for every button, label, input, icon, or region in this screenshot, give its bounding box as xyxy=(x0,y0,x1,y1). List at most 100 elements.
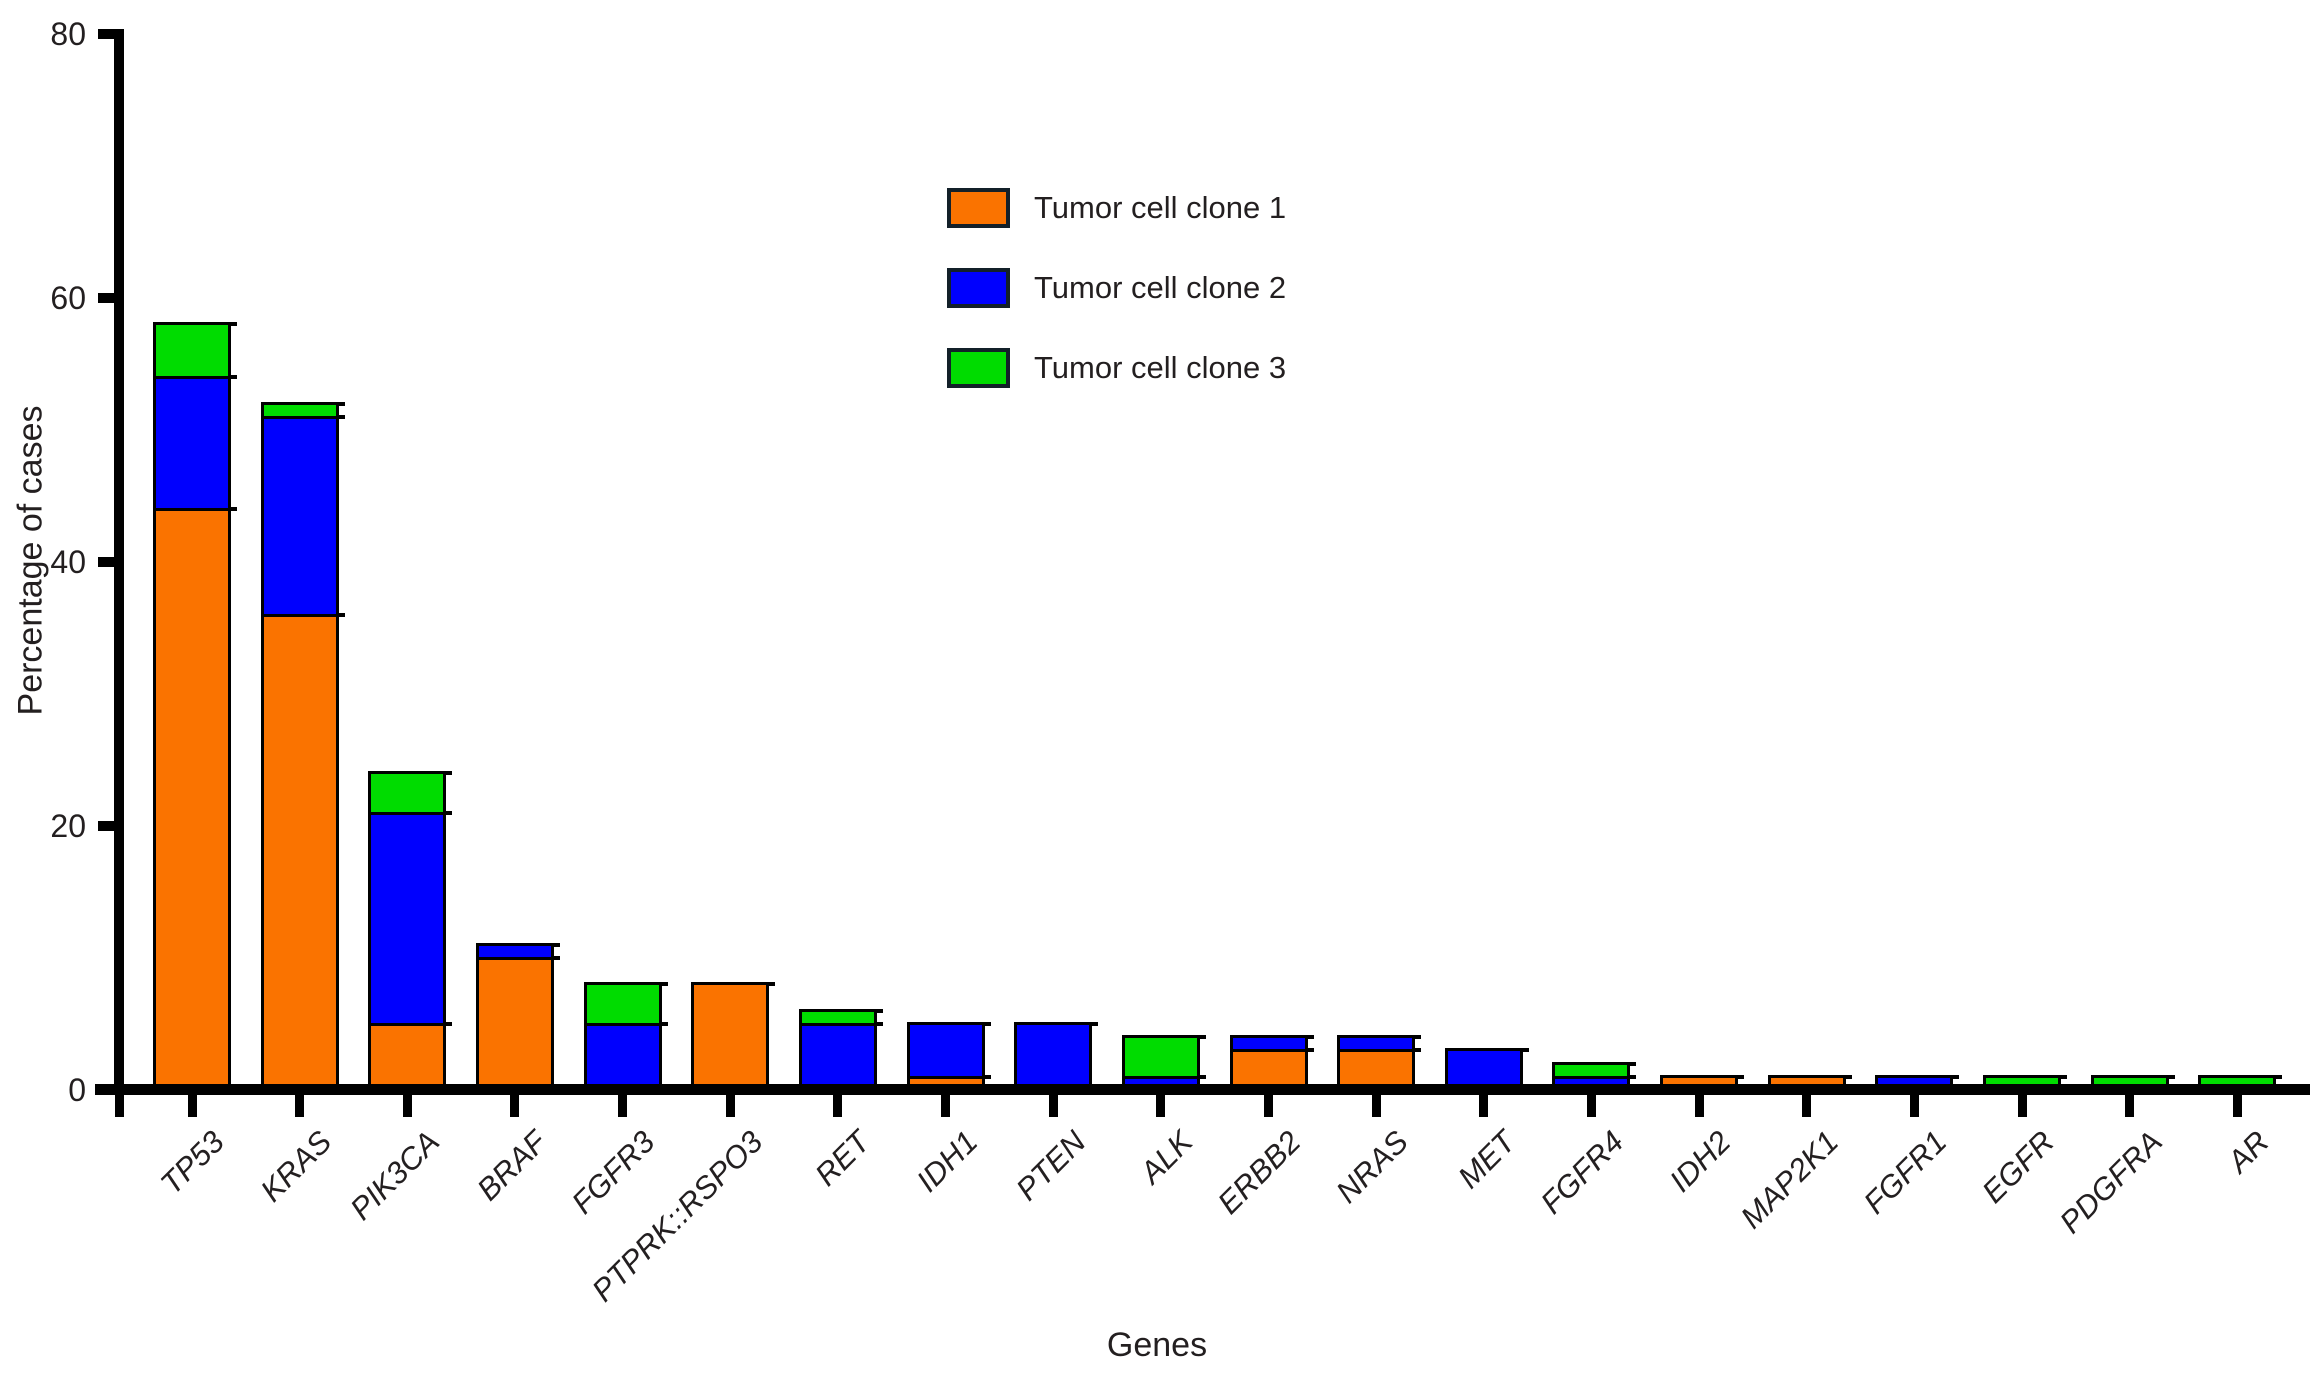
segment-stroke-notch xyxy=(228,375,237,380)
x-tick-mark xyxy=(1694,1093,1704,1117)
x-tick-mark xyxy=(1479,1093,1489,1117)
segment-stroke-notch xyxy=(1842,1074,1852,1079)
gene-label-MET: MET xyxy=(1451,1124,1523,1196)
y-axis-title: Percentage of cases xyxy=(11,405,50,715)
gene-label-FGFR4: FGFR4 xyxy=(1533,1124,1631,1221)
gene-label-PDGFRA: PDGFRA xyxy=(2052,1124,2169,1241)
y-axis-title-box: Percentage of cases xyxy=(0,30,62,1090)
legend-label-clone1: Tumor cell clone 1 xyxy=(1034,190,1287,225)
legend-label-clone2: Tumor cell clone 2 xyxy=(1034,270,1287,305)
gene-label-EGFR: EGFR xyxy=(1975,1124,2061,1210)
x-tick-mark xyxy=(402,1093,412,1117)
y-tick-mark xyxy=(98,1085,124,1095)
segment-stroke-notch xyxy=(2058,1074,2068,1079)
bar-segment-FGFR3-clone3 xyxy=(583,982,662,1026)
x-tick-mark xyxy=(1586,1093,1596,1117)
gene-label-MAP2K1: MAP2K1 xyxy=(1734,1124,1846,1236)
segment-stroke-notch xyxy=(1627,1074,1637,1079)
bar-segment-NRAS-clone2 xyxy=(1337,1035,1416,1053)
bar-segment-FGFR4-clone3 xyxy=(1552,1061,1631,1079)
segment-stroke-notch xyxy=(335,414,345,419)
segment-stroke-notch xyxy=(1304,1035,1314,1040)
segment-stroke-notch xyxy=(1304,1048,1314,1053)
gene-label-PIK3CA: PIK3CA xyxy=(343,1124,447,1227)
y-tick-mark xyxy=(98,29,124,39)
segment-stroke-notch xyxy=(1196,1035,1206,1040)
segment-stroke-notch xyxy=(550,956,560,960)
x-tick-mark xyxy=(1156,1093,1166,1117)
segment-stroke-notch xyxy=(443,1022,453,1026)
x-axis-title: Genes xyxy=(1106,1326,1208,1364)
bar-segment-TP53-clone1 xyxy=(153,507,231,1092)
bar-segment-KRAS-clone1 xyxy=(260,612,339,1092)
segment-stroke-notch xyxy=(1412,1035,1422,1040)
segment-stroke-notch xyxy=(228,322,237,327)
x-axis-line xyxy=(95,1084,2310,1095)
gene-label-PTEN: PTEN xyxy=(1008,1124,1092,1208)
bar-segment-BRAF-clone2 xyxy=(475,942,554,960)
segment-stroke-notch xyxy=(443,810,453,815)
x-tick-mark xyxy=(1264,1093,1273,1117)
gene-label-TP53: TP53 xyxy=(153,1124,231,1202)
y-tick-mark xyxy=(98,821,124,831)
gene-label-ERBB2: ERBB2 xyxy=(1210,1124,1308,1221)
bar-segment-BRAF-clone1 xyxy=(475,956,554,1092)
bar-segment-FGFR3-clone2 xyxy=(583,1022,662,1092)
bar-segment-ERBB2-clone2 xyxy=(1229,1035,1308,1053)
bar-segment-KRAS-clone2 xyxy=(260,414,339,617)
segment-stroke-notch xyxy=(228,507,237,512)
y-tick-label: 80 xyxy=(50,16,86,52)
segment-stroke-notch xyxy=(1735,1074,1745,1079)
y-tick-mark xyxy=(98,557,124,567)
x-tick-mark xyxy=(833,1093,843,1117)
bar-segment-RET-clone3 xyxy=(798,1008,877,1026)
y-tick-label: 40 xyxy=(50,544,86,580)
legend-label-clone3: Tumor cell clone 3 xyxy=(1034,350,1287,385)
segment-stroke-notch xyxy=(335,401,345,406)
bar-segment-IDH1-clone2 xyxy=(906,1022,985,1079)
segment-stroke-notch xyxy=(1196,1074,1206,1079)
segment-stroke-notch xyxy=(873,1008,883,1013)
segment-stroke-notch xyxy=(1089,1022,1099,1026)
segment-stroke-notch xyxy=(766,982,776,987)
segment-stroke-notch xyxy=(335,612,345,617)
bar-segment-TP53-clone2 xyxy=(153,375,231,512)
gene-label-NRAS: NRAS xyxy=(1329,1124,1415,1210)
legend-swatch-clone2 xyxy=(947,268,1010,308)
segment-stroke-notch xyxy=(2273,1074,2283,1079)
x-tick-mark xyxy=(1909,1093,1919,1117)
segment-stroke-notch xyxy=(981,1022,991,1026)
gene-label-FGFR3: FGFR3 xyxy=(564,1124,662,1221)
segment-stroke-notch xyxy=(981,1074,991,1079)
bar-segment-PIK3CA-clone3 xyxy=(368,771,447,815)
bar-segment-ALK-clone3 xyxy=(1121,1035,1200,1079)
gene-label-RET: RET xyxy=(808,1124,877,1193)
bar-segment-KRAS-clone3 xyxy=(260,401,339,419)
gene-label-KRAS: KRAS xyxy=(253,1124,339,1209)
bar-segment-RET-clone2 xyxy=(798,1022,877,1092)
x-tick-mark xyxy=(725,1093,735,1117)
segment-stroke-notch xyxy=(2165,1074,2175,1079)
gene-label-FGFR1: FGFR1 xyxy=(1856,1124,1954,1221)
gene-label-BRAF: BRAF xyxy=(470,1124,554,1208)
bar-segment-PIK3CA-clone2 xyxy=(368,810,447,1026)
segment-stroke-notch xyxy=(873,1022,883,1026)
legend-swatch-clone1 xyxy=(947,188,1010,228)
x-tick-mark xyxy=(2125,1093,2135,1117)
y-tick-mark xyxy=(98,293,124,303)
y-tick-label: 20 xyxy=(50,808,86,844)
x-tick-mark xyxy=(510,1093,520,1117)
bar-segment-PIK3CA-clone1 xyxy=(368,1022,447,1092)
gene-label-IDH1: IDH1 xyxy=(909,1124,985,1199)
segment-stroke-notch xyxy=(443,771,453,776)
gene-label-IDH2: IDH2 xyxy=(1663,1124,1738,1199)
legend-swatch-clone3 xyxy=(947,348,1010,388)
segment-stroke-notch xyxy=(658,982,668,987)
x-tick-mark xyxy=(2017,1093,2027,1117)
x-tick-mark xyxy=(1048,1093,1058,1117)
x-tick-mark xyxy=(941,1093,951,1117)
segment-stroke-notch xyxy=(550,942,560,947)
segment-stroke-notch xyxy=(1627,1061,1637,1066)
